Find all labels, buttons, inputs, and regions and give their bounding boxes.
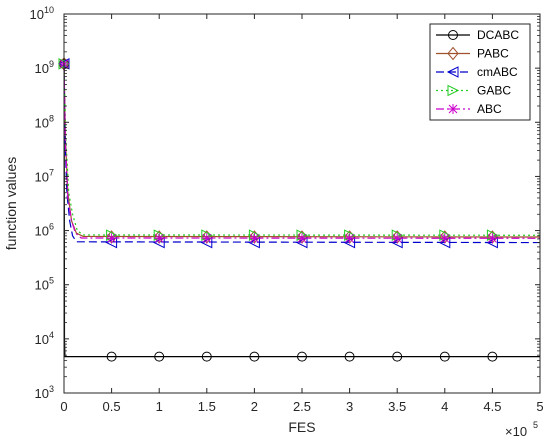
x-axis-ticks: 0 0.5 1 1.5 2 2.5 3 3.5 4 4.5 5 bbox=[60, 14, 544, 414]
series-marker-abc bbox=[487, 233, 498, 244]
legend-entry-dcabc: DCABC bbox=[436, 28, 519, 42]
legend-marker-abc bbox=[448, 104, 458, 114]
series-marker-dcabc bbox=[297, 351, 307, 362]
series-marker-dcabc bbox=[439, 351, 450, 362]
x-multiplier-exponent: 5 bbox=[533, 420, 538, 430]
series-marker-abc bbox=[439, 233, 450, 244]
series-marker-abc bbox=[154, 233, 165, 244]
legend-label-pabc: PABC bbox=[477, 47, 509, 61]
legend-label-gabc: GABC bbox=[477, 84, 511, 98]
series-marker-abc bbox=[106, 233, 117, 244]
legend-box bbox=[429, 23, 531, 121]
series-marker-dcabc bbox=[154, 351, 165, 362]
legend-marker-dcabc bbox=[448, 30, 458, 40]
legend-entry-abc: ABC bbox=[436, 102, 502, 116]
legend-entry-cmabc: cmABC bbox=[436, 65, 518, 79]
series-marker-abc bbox=[249, 233, 260, 244]
legend-label-abc: ABC bbox=[477, 102, 502, 116]
x-tick-label: 3.5 bbox=[388, 399, 406, 414]
y-axis-ticks: 103 104 105 106 107 108 109 1010 bbox=[30, 5, 540, 401]
x-tick-label: 4.5 bbox=[483, 399, 501, 414]
x-axis-label: FES bbox=[288, 419, 315, 435]
x-axis-multiplier: ×10 5 bbox=[505, 420, 538, 439]
x-tick-label: 1.5 bbox=[198, 399, 216, 414]
series-marker-dcabc bbox=[487, 351, 498, 362]
y-tick-label: 107 bbox=[35, 167, 54, 184]
x-tick-label: 1 bbox=[156, 399, 163, 414]
x-tick-label: 4 bbox=[441, 399, 448, 414]
x-tick-label: 2 bbox=[251, 399, 258, 414]
series-marker-dcabc bbox=[249, 351, 260, 362]
series-line-gabc bbox=[63, 63, 541, 236]
legend-entry-pabc: PABC bbox=[436, 47, 509, 61]
y-tick-label: 103 bbox=[35, 384, 54, 401]
series-marker-abc bbox=[297, 233, 307, 244]
y-axis-label: function values bbox=[3, 157, 19, 250]
series-marker-dcabc bbox=[344, 351, 355, 362]
legend: DCABC PABC cmABC GABC ABC bbox=[429, 23, 531, 121]
series-line-abc bbox=[63, 63, 541, 239]
legend-marker-cmabc bbox=[446, 66, 459, 78]
series-marker-abc bbox=[392, 233, 403, 244]
y-tick-label: 106 bbox=[35, 222, 54, 239]
series-marker-dcabc bbox=[201, 351, 212, 362]
x-tick-label: 5 bbox=[536, 399, 543, 414]
y-tick-label: 108 bbox=[35, 113, 54, 130]
y-tick-label: 109 bbox=[35, 59, 54, 76]
series-marker-dcabc bbox=[392, 351, 403, 362]
y-tick-label: 104 bbox=[35, 330, 54, 347]
legend-entry-gabc: GABC bbox=[436, 84, 511, 98]
series-marker-dcabc bbox=[106, 351, 117, 362]
legend-label-cmabc: cmABC bbox=[477, 65, 518, 79]
x-tick-label: 3 bbox=[346, 399, 353, 414]
x-tick-label: 2.5 bbox=[293, 399, 311, 414]
legend-marker-gabc bbox=[447, 84, 460, 97]
series-marker-abc bbox=[201, 233, 212, 244]
legend-marker-pabc bbox=[447, 46, 459, 61]
series-abc bbox=[59, 58, 541, 244]
x-tick-label: 0 bbox=[60, 399, 67, 414]
legend-label-dcabc: DCABC bbox=[477, 28, 519, 42]
y-tick-label: 1010 bbox=[30, 5, 54, 22]
x-multiplier-base: ×10 bbox=[505, 424, 527, 439]
x-tick-label: 0.5 bbox=[103, 399, 121, 414]
series-marker-abc bbox=[344, 233, 355, 244]
y-tick-label: 105 bbox=[35, 276, 54, 293]
